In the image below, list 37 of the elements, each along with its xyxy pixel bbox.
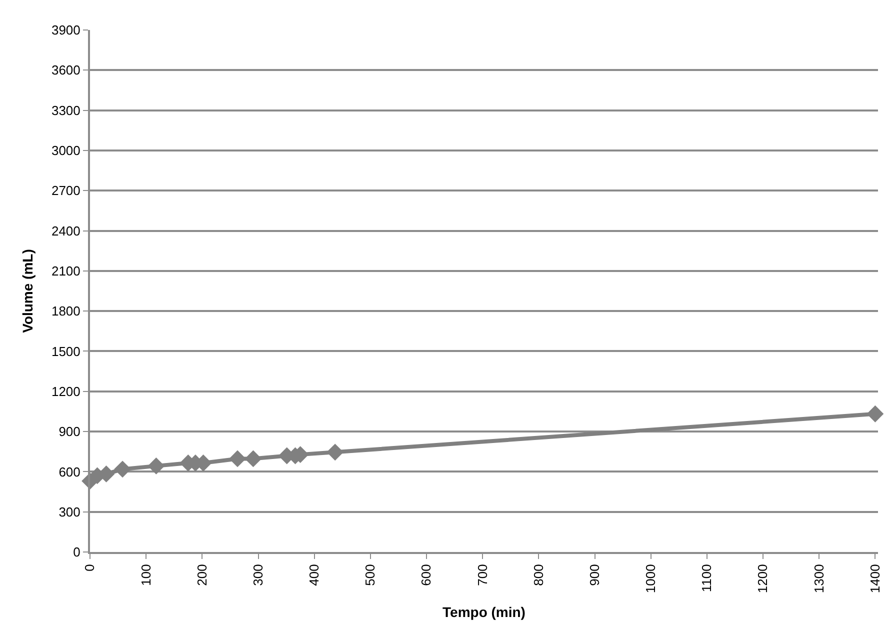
y-tick-label: 3300 [51,102,80,118]
x-tick-label: 1200 [755,564,770,594]
x-tick-label: 800 [530,564,546,586]
x-tick-label: 1400 [867,564,882,594]
y-tick-label: 1800 [51,304,80,319]
x-axis-title: Tempo (min) [442,604,526,620]
y-tick-label: 2700 [51,183,80,198]
y-tick-label: 3000 [51,143,80,158]
y-tick-label: 1200 [51,384,80,399]
y-tick-label: 0 [73,544,80,560]
point [866,405,884,422]
y-tick-label: 600 [58,464,80,480]
y-tick-label: 300 [58,504,80,520]
point [229,450,246,468]
x-tick-label: 200 [194,564,210,586]
x-tick-label: 500 [362,564,378,586]
y-tick-label: 2100 [51,263,80,278]
y-tick-label: 900 [58,424,80,440]
x-tick-label: 600 [418,564,434,586]
y-tick-label: 3900 [51,22,80,38]
x-tick-label: 1300 [811,564,826,594]
point [114,460,131,478]
point [326,444,344,461]
x-tick-label: 0 [82,564,98,572]
x-tick-label: 400 [306,564,322,586]
x-tick-label: 900 [586,564,602,586]
point [148,457,165,474]
x-tick-label: 300 [250,564,266,586]
x-tick-label: 1000 [643,564,658,594]
x-tick-label: 700 [474,564,490,586]
x-tick-label: 100 [138,564,154,586]
y-tick-label: 3600 [51,62,80,78]
x-tick-label: 1100 [699,564,714,592]
point [244,450,262,468]
y-tick-label: 1500 [51,344,80,359]
y-axis-title: Volume (mL) [20,249,36,333]
y-tick-label: 2400 [51,223,80,238]
